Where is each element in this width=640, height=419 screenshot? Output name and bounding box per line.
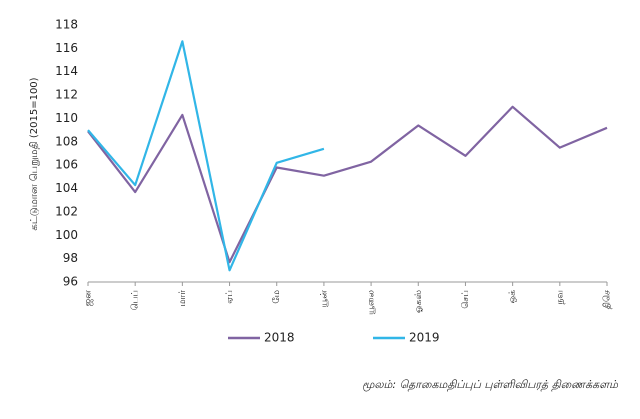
series-line	[87, 40, 325, 272]
y-tick-label: 114	[55, 64, 78, 78]
y-tick-label: 100	[55, 228, 78, 242]
y-tick-label: 116	[55, 41, 78, 55]
x-tick-label: செப்	[461, 290, 471, 309]
y-tick-label: 110	[55, 111, 78, 125]
y-tick-label: 112	[55, 88, 78, 102]
x-tick-label: மே	[272, 290, 282, 304]
x-tick-label: நவ	[555, 290, 565, 304]
x-tick-label: திசெ	[603, 290, 613, 309]
legend-label: 2018	[264, 331, 295, 345]
x-tick-label: ஒக்	[508, 290, 518, 304]
series-line	[87, 105, 608, 264]
y-tick-label: 104	[55, 181, 78, 195]
source: மூலம்: தொகைமதிப்புப் புள்ளிவிபரத் திணைக்…	[362, 378, 619, 392]
y-tick-label: 118	[55, 18, 78, 32]
y-tick-label: 108	[55, 134, 78, 148]
x-tick-label: மார்	[178, 290, 188, 307]
x-tick-label: பெப்	[131, 290, 141, 310]
y-tick-label: 106	[55, 158, 78, 172]
y-tick-label: 102	[55, 204, 78, 218]
x-tick-label: ஓகஸ்	[414, 290, 424, 313]
y-axis-label: கட்டுமான பெறுமதி (2015=100)	[29, 77, 40, 230]
x-tick-label: யூலை	[367, 290, 377, 315]
y-tick-label: 96	[63, 275, 78, 289]
legend-label: 2019	[409, 331, 440, 345]
x-tick-label: ஏப்	[225, 290, 235, 304]
y-tick-label: 98	[63, 251, 78, 265]
x-tick-label: ஜன	[84, 290, 94, 307]
x-tick-label: யூன்	[319, 290, 329, 308]
